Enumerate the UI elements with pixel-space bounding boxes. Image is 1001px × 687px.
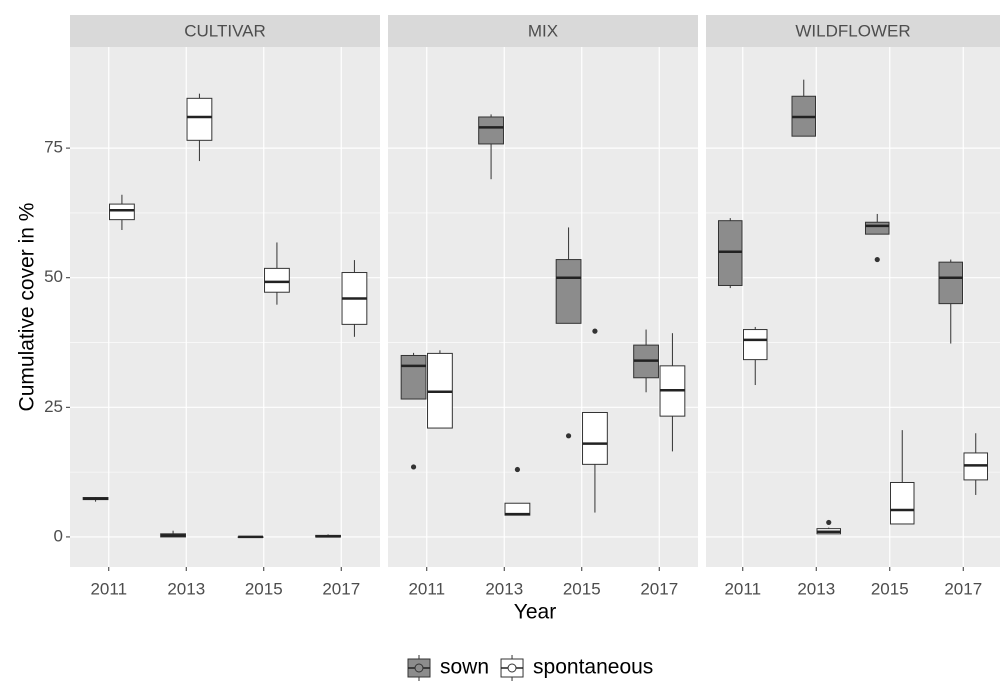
x-tick-label: 2013: [167, 579, 205, 598]
outlier: [826, 519, 832, 526]
facet-title: CULTIVAR: [184, 21, 266, 40]
box: [889, 481, 915, 525]
y-tick-label: 25: [44, 397, 63, 416]
legend-label: spontaneous: [533, 656, 653, 679]
strip: [70, 15, 380, 47]
facet-title: MIX: [528, 21, 558, 40]
x-tick-label: 2015: [245, 579, 283, 598]
y-tick-label: 0: [54, 526, 63, 545]
box: [717, 220, 743, 286]
x-tick-label: 2011: [724, 579, 761, 598]
y-tick-label: 50: [44, 267, 63, 286]
box: [264, 267, 290, 293]
outlier: [874, 256, 880, 263]
panel: [388, 47, 698, 567]
x-tick-label: 2017: [640, 579, 678, 598]
x-axis-label: Year: [514, 601, 556, 624]
panel: [706, 47, 1000, 567]
outlier: [592, 328, 598, 334]
box: [186, 97, 213, 141]
box: [400, 354, 427, 400]
box: [478, 116, 504, 145]
legend-label: sown: [440, 656, 489, 679]
legend-key-point: [507, 663, 517, 673]
x-tick-label: 2017: [944, 579, 982, 598]
x-tick-label: 2015: [563, 579, 601, 598]
x-tick-label: 2011: [408, 579, 445, 598]
legend-key-point: [414, 663, 424, 673]
strip: [706, 15, 1000, 47]
x-tick-label: 2015: [871, 579, 909, 598]
outlier: [565, 433, 572, 439]
outlier: [410, 464, 417, 470]
outlier: [514, 466, 521, 473]
box: [742, 329, 768, 361]
box: [109, 203, 135, 221]
x-tick-label: 2013: [797, 579, 835, 598]
y-axis-label: Cumulative cover in %: [16, 203, 39, 412]
box: [582, 412, 608, 465]
facet-title: WILDFLOWER: [795, 21, 910, 40]
x-tick-label: 2017: [322, 579, 360, 598]
box: [555, 259, 582, 324]
box: [938, 261, 964, 305]
y-tick-label: 75: [44, 138, 63, 157]
strip: [388, 15, 698, 47]
box: [864, 221, 890, 235]
x-tick-label: 2011: [90, 579, 127, 598]
panel: [70, 47, 380, 567]
x-tick-label: 2013: [485, 579, 523, 598]
